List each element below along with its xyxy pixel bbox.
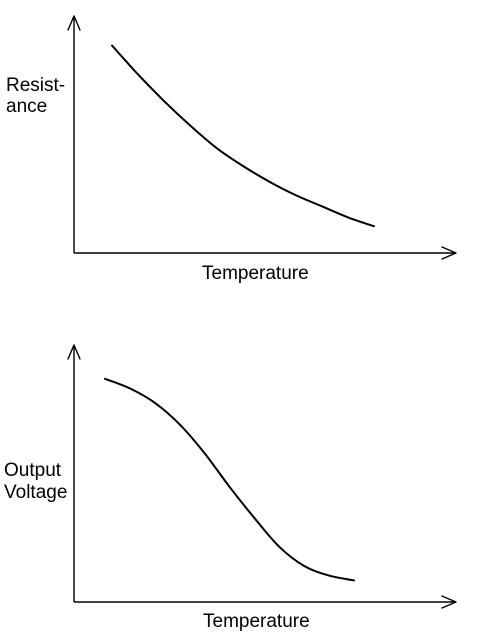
resistance-chart-x-label: Temperature <box>202 263 309 284</box>
resistance-chart-y-label-line-2: ance <box>6 96 47 117</box>
resistance-chart-y-label-line-1: Resist- <box>6 75 65 96</box>
voltage-chart-x-label: Temperature <box>203 611 310 632</box>
voltage-chart-y-label-line-1: Output <box>4 460 62 481</box>
voltage-chart-y-axis-arrow <box>67 344 81 360</box>
resistance-curve <box>111 44 375 228</box>
resistance-chart: Resist- ance Temperature <box>6 15 457 284</box>
voltage-chart-x-axis-arrow <box>441 595 457 609</box>
resistance-chart-x-axis-arrow <box>441 246 457 260</box>
resistance-chart-y-axis-arrow <box>67 15 81 31</box>
voltage-chart: Output Voltage Temperature <box>4 344 457 632</box>
voltage-curve <box>104 377 355 582</box>
voltage-chart-y-label-line-2: Voltage <box>4 482 67 503</box>
